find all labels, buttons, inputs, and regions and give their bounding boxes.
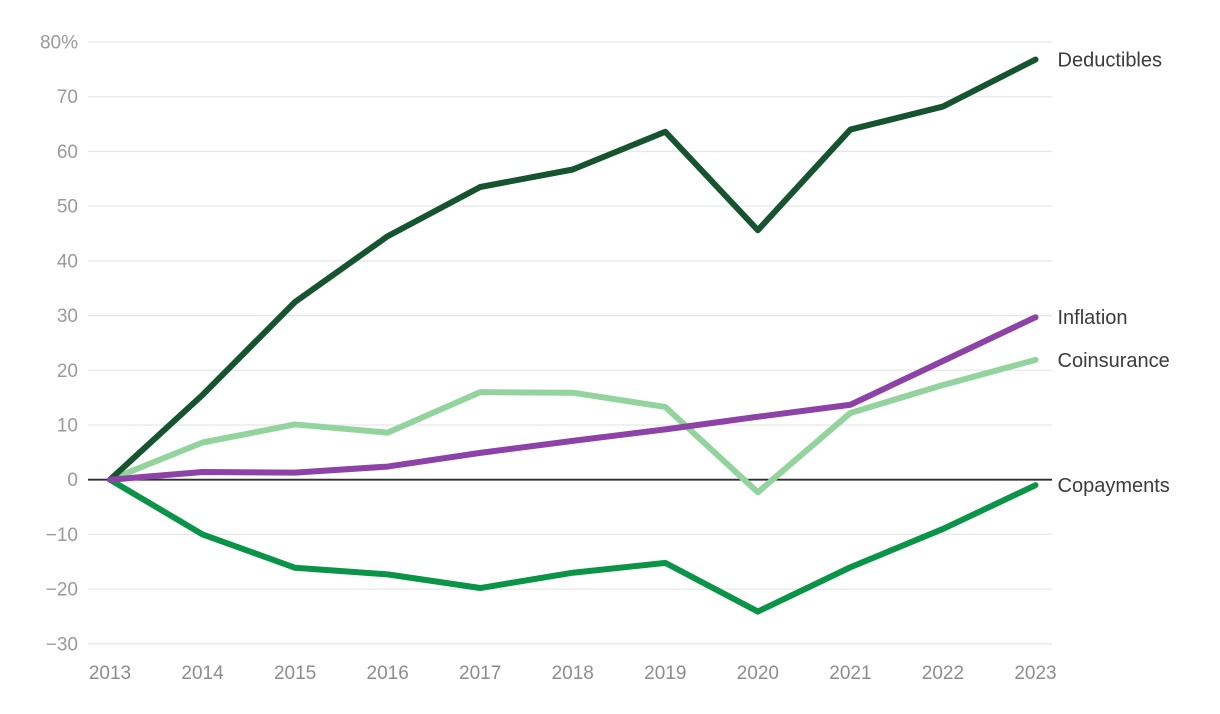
series-line-coinsurance [107, 356, 1039, 496]
y-axis-tick-label: 0 [67, 470, 78, 491]
series-line-copayments [107, 476, 1039, 615]
y-axis-tick-label: 20 [57, 361, 78, 382]
series-label-copayments: Copayments [1058, 475, 1170, 497]
x-axis-tick-label: 2019 [644, 663, 686, 684]
series-line-inflation [107, 314, 1039, 483]
x-axis-tick-label: 2018 [552, 663, 594, 684]
x-axis-tick-label: 2020 [737, 663, 779, 684]
x-axis-tick-label: 2014 [181, 663, 224, 684]
series-label-inflation: Inflation [1058, 307, 1128, 329]
x-axis-tick-label: 2021 [829, 663, 871, 684]
x-axis-tick-label: 2015 [274, 663, 316, 684]
y-axis-tick-label: 40 [57, 251, 78, 272]
x-axis-tick-label: 2017 [459, 663, 501, 684]
series-label-deductibles: Deductibles [1058, 50, 1163, 72]
y-axis-tick-label: 70 [57, 87, 78, 108]
y-axis-tick-label: 80% [40, 33, 78, 54]
y-axis-tick-label: 50 [57, 197, 78, 218]
series-line-deductibles [107, 56, 1039, 483]
y-axis-tick-label: −20 [46, 580, 78, 601]
x-axis-tick-label: 2013 [89, 663, 131, 684]
y-axis-tick-label: 60 [57, 142, 78, 163]
x-axis-tick-label: 2023 [1014, 663, 1056, 684]
series-label-coinsurance: Coinsurance [1058, 350, 1170, 372]
y-axis-tick-label: −10 [46, 525, 78, 546]
x-axis-tick-label: 2022 [922, 663, 964, 684]
y-axis-tick-label: −30 [46, 634, 78, 655]
y-axis-tick-label: 10 [57, 415, 78, 436]
x-axis-tick-label: 2016 [367, 663, 409, 684]
y-axis-tick-label: 30 [57, 306, 78, 327]
